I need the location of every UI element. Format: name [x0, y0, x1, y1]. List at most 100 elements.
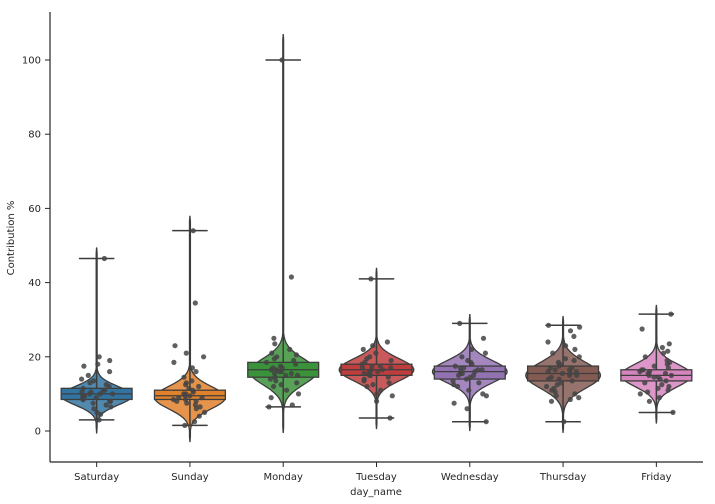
data-point	[199, 395, 205, 401]
data-point	[364, 383, 370, 390]
data-point	[668, 311, 674, 317]
data-point	[456, 372, 462, 378]
data-point	[387, 415, 393, 421]
data-point	[201, 354, 207, 360]
data-point	[181, 374, 187, 380]
data-point	[361, 378, 367, 384]
data-point	[190, 389, 196, 395]
data-point	[189, 378, 195, 384]
data-point	[561, 419, 567, 425]
x-tick-label-saturday: Saturday	[74, 472, 119, 483]
data-point	[93, 395, 99, 401]
data-point	[559, 370, 566, 377]
data-point	[642, 380, 648, 386]
data-point	[80, 396, 86, 403]
data-point	[184, 400, 190, 406]
data-point	[567, 396, 573, 403]
data-point	[288, 370, 294, 377]
data-point	[81, 363, 87, 369]
y-axis-label: Contribution %	[6, 201, 17, 276]
data-point	[90, 400, 96, 406]
data-point	[451, 382, 457, 388]
data-point	[375, 369, 381, 375]
data-point	[295, 372, 301, 378]
data-point	[642, 354, 648, 360]
data-point	[107, 357, 113, 364]
data-point	[172, 343, 178, 349]
data-point	[665, 365, 672, 371]
data-point	[263, 359, 270, 365]
data-point	[95, 361, 101, 367]
y-tick-label: 100	[22, 56, 41, 67]
data-point	[385, 374, 391, 380]
data-point	[192, 300, 198, 306]
data-point	[108, 404, 114, 410]
data-point	[370, 382, 376, 388]
data-point	[106, 383, 112, 390]
data-point	[545, 322, 552, 328]
data-point	[482, 350, 488, 356]
data-point	[360, 346, 366, 352]
data-point	[101, 255, 107, 262]
data-point	[552, 367, 558, 373]
data-point	[193, 406, 199, 412]
data-point	[202, 409, 208, 415]
data-point	[566, 372, 573, 378]
data-point	[378, 387, 384, 393]
data-point	[637, 391, 643, 397]
data-point	[639, 326, 645, 332]
data-point	[668, 372, 675, 378]
data-point	[110, 391, 116, 397]
data-point	[98, 411, 104, 417]
data-point	[87, 380, 93, 386]
data-point	[293, 352, 299, 358]
data-point	[463, 376, 470, 382]
data-point	[572, 346, 578, 352]
x-tick-label-sunday: Sunday	[171, 472, 208, 483]
data-point	[97, 391, 103, 397]
data-point	[459, 354, 465, 360]
data-point	[646, 398, 653, 404]
x-ticks: Saturday Sunday Monday Tuesday Wednesday Thur…	[74, 462, 672, 483]
data-point	[659, 344, 666, 351]
data-point	[85, 372, 91, 378]
data-point	[268, 395, 274, 401]
data-point	[553, 393, 559, 399]
data-point	[269, 350, 275, 356]
data-point	[196, 413, 202, 419]
y-tick-label: 0	[35, 427, 41, 438]
data-point	[284, 387, 290, 393]
data-point	[192, 419, 198, 425]
data-point	[389, 393, 395, 399]
data-point	[646, 372, 652, 378]
data-point	[359, 365, 366, 371]
data-point	[96, 417, 102, 423]
data-point	[384, 339, 390, 345]
data-point	[276, 369, 282, 375]
data-point	[651, 363, 657, 369]
data-point	[294, 380, 300, 386]
data-point	[476, 380, 482, 386]
data-point	[279, 57, 285, 63]
data-point	[556, 363, 562, 369]
data-point	[373, 350, 379, 356]
data-point	[469, 361, 475, 367]
x-tick-label-tuesday: Tuesday	[355, 472, 397, 483]
data-point	[545, 369, 551, 375]
data-point	[380, 367, 386, 373]
data-point	[455, 383, 461, 390]
data-point	[567, 328, 574, 334]
data-point	[457, 320, 463, 326]
data-point	[374, 398, 380, 404]
data-point	[182, 422, 188, 428]
x-tick-label-thursday: Thursday	[539, 472, 587, 483]
data-point	[670, 409, 676, 415]
data-point	[196, 383, 202, 390]
y-ticks: 0 20 40 60 80 100	[22, 56, 50, 438]
y-tick-label: 40	[28, 278, 41, 289]
data-point	[273, 378, 279, 384]
data-point	[554, 382, 560, 388]
data-point	[545, 339, 551, 345]
x-tick-label-monday: Monday	[263, 472, 303, 483]
